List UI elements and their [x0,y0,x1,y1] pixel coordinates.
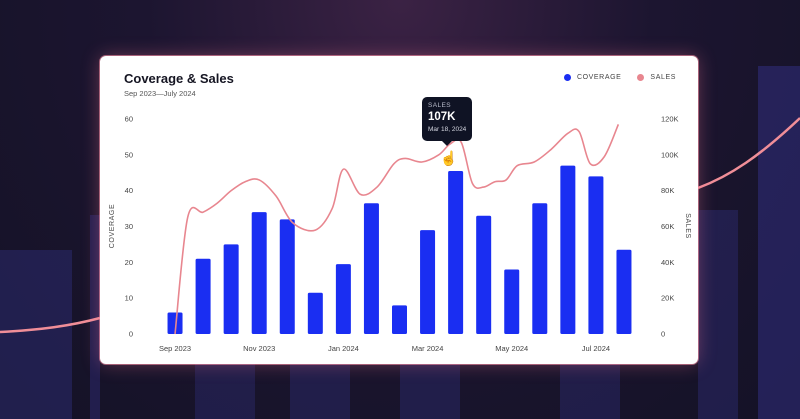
legend-label-sales: SALES [650,74,676,81]
tooltip-label: SALES [428,102,451,109]
y2-tick-label: 60K [661,222,674,231]
coverage-bar [616,249,632,334]
y-tick-label: 40 [125,186,133,195]
x-tick-label: Jan 2024 [328,344,359,353]
coverage-bar [195,258,211,334]
y-tick-label: 60 [125,115,133,124]
hand-cursor-icon: ☝ [440,150,458,166]
coverage-bar [251,212,267,334]
x-tick-label: Sep 2023 [159,344,191,353]
coverage-bar [588,176,604,334]
coverage-bar [476,215,492,334]
y2-tick-label: 40K [661,258,674,267]
coverage-bar [504,269,520,334]
y2-tick-label: 0 [661,330,665,339]
coverage-bar [223,244,239,334]
legend-item-sales[interactable]: SALES [637,74,676,81]
y2-tick-label: 20K [661,294,674,303]
coverage-bar [167,312,183,334]
coverage-bar [560,165,576,334]
coverage-bar [392,305,407,334]
sales-line [174,124,620,335]
sales-tooltip: SALES 107K Mar 18, 2024 [422,97,472,146]
y-tick-label: 0 [129,330,133,339]
coverage-legend-dot [563,74,571,81]
y2-tick-label: 100K [661,150,679,159]
y2-tick-label: 80K [661,186,674,195]
coverage-bar [335,264,351,334]
y-tick-label: 30 [125,222,133,231]
tooltip-value: 107K [428,111,456,123]
coverage-bar [307,292,323,334]
legend-item-coverage[interactable]: COVERAGE [563,74,622,81]
coverage-bar [448,170,464,334]
y-tick-label: 10 [125,294,133,303]
chart-area: 0 10 20 30 40 50 60 0 20K 40K 60K 80K 100K 120K COVERA… [109,115,691,354]
sales-legend-dot [637,74,645,81]
y-tick-label: 50 [125,150,133,159]
x-tick-label: Mar 2024 [412,344,444,353]
x-tick-label: Jul 2024 [582,344,610,353]
coverage-bar [279,219,295,334]
chart-card: 0 10 20 30 40 50 60 0 20K 40K 60K 80K 100K 120K COVERA… [100,56,698,364]
y2-tick-label: 120K [661,115,679,124]
x-tick-label: May 2024 [495,344,528,353]
tooltip-date: Mar 18, 2024 [428,126,467,133]
legend-label-coverage: COVERAGE [576,74,622,81]
chart-title: Coverage & Sales [124,71,234,86]
y2-axis-title: SALES [684,213,691,239]
chart-subtitle: Sep 2023—July 2024 [124,89,196,98]
y-tick-label: 20 [125,258,133,267]
x-tick-label: Nov 2023 [243,344,275,353]
y-axis-title: COVERAGE [109,204,116,248]
coverage-bar [363,203,379,334]
coverage-bar [420,230,436,334]
coverage-bar [532,203,548,334]
chart-legend: COVERAGE SALES [548,74,676,81]
